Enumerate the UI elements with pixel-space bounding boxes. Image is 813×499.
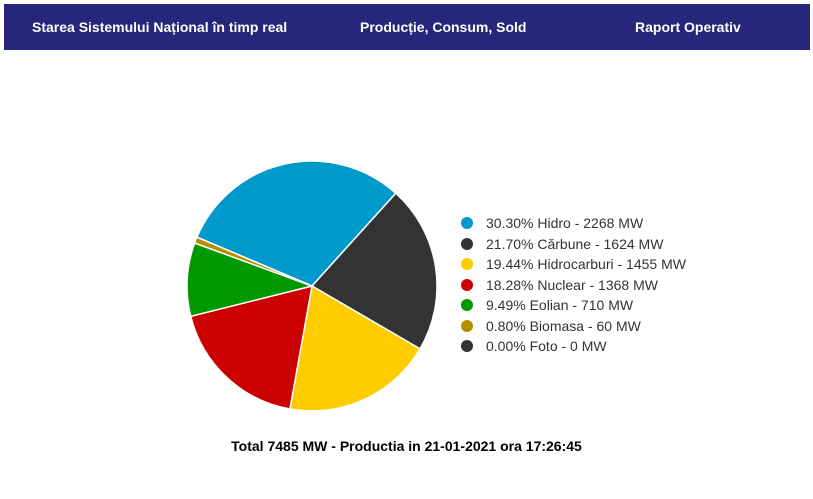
legend-label: 0.80% Biomasa - 60 MW [486,317,641,334]
chart-legend: 30.30% Hidro - 2268 MW 21.70% Cărbune - 1… [461,213,686,357]
legend-item[interactable]: 9.49% Eolian - 710 MW [461,295,686,316]
legend-item[interactable]: 30.30% Hidro - 2268 MW [461,213,686,234]
pie-chart [186,160,438,412]
pie-slice-biomasa[interactable] [193,236,313,287]
production-summary: Total 7485 MW - Productia in 21-01-2021 … [0,438,813,454]
legend-item[interactable]: 19.44% Hidrocarburi - 1455 MW [461,254,686,275]
pie-slice-hidro[interactable] [195,160,397,287]
legend-label: 30.30% Hidro - 2268 MW [486,215,644,232]
legend-item[interactable]: 0.00% Foto - 0 MW [461,336,686,357]
legend-label: 9.49% Eolian - 710 MW [486,297,634,314]
production-summary-text: Total 7485 MW - Productia in 21-01-2021 … [231,438,582,454]
legend-item[interactable]: 18.28% Nuclear - 1368 MW [461,275,686,296]
legend-marker [461,319,473,332]
legend-label: 18.28% Nuclear - 1368 MW [486,276,658,293]
nav-link-realtime-status[interactable]: Starea Sistemului Național în timp real [32,19,288,35]
legend-label: 0.00% Foto - 0 MW [486,338,607,355]
legend-marker [461,299,473,312]
legend-marker [461,278,473,291]
legend-marker [461,237,473,250]
legend-item[interactable]: 0.80% Biomasa - 60 MW [461,316,686,337]
legend-marker [461,258,473,271]
legend-label: 21.70% Cărbune - 1624 MW [486,235,664,252]
nav-link-operative-report[interactable]: Raport Operativ [635,19,741,35]
pie-slice-nuclear[interactable] [189,284,313,410]
nav-link-production-consumption[interactable]: Producție, Consum, Sold [360,19,527,35]
pie-slice-carbune[interactable] [310,192,438,350]
legend-label: 19.44% Hidrocarburi - 1455 MW [486,256,686,273]
legend-item[interactable]: 21.70% Cărbune - 1624 MW [461,234,686,255]
pie-slice-hidrocarburi[interactable] [289,284,422,412]
top-navbar: Starea Sistemului Național în timp real … [4,4,810,50]
legend-marker [461,217,473,230]
legend-marker [461,340,473,353]
